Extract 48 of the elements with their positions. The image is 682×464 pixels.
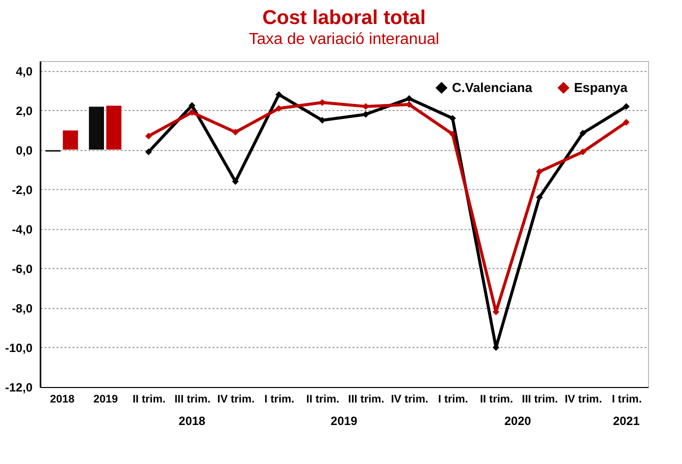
chart-subtitle: Taxa de variació interanual <box>248 31 440 48</box>
point <box>580 148 586 156</box>
text: 2021 <box>612 414 640 428</box>
x-tick-label: IV trim. <box>217 394 255 406</box>
x-tick-label: III trim. <box>174 394 211 406</box>
point <box>362 110 370 118</box>
y-tick-label: 4,0 <box>16 64 33 78</box>
legend-label: Espanya <box>574 80 628 95</box>
y-tick-label: -6,0 <box>12 262 33 276</box>
point <box>188 102 196 109</box>
point <box>188 109 196 116</box>
chart-title: Cost laboral total <box>262 7 426 29</box>
x-tick-label: I trim. <box>264 394 294 406</box>
y-tick-label: -12,0 <box>5 380 33 394</box>
x-tick-label: III trim. <box>348 394 384 406</box>
y-tick-label: -4,0 <box>12 222 33 236</box>
point <box>406 95 412 102</box>
x-tick-label: IV trim. <box>564 394 602 406</box>
x-tick-label: II trim. <box>480 394 514 406</box>
x-tick-label: I trim. <box>438 394 468 406</box>
y-tick-label: -10,0 <box>5 340 33 355</box>
x-tick-label: 2018 <box>50 394 74 406</box>
legend-label: C.Valenciana <box>452 80 533 95</box>
point <box>145 148 152 156</box>
x-tick-label: 2019 <box>93 394 118 406</box>
y-tick-label: -2,0 <box>12 182 33 197</box>
x-tick-label: II trim. <box>132 394 166 406</box>
point <box>449 130 456 138</box>
y-tick-label: 2,0 <box>16 104 33 118</box>
point <box>622 103 630 110</box>
point <box>318 116 326 124</box>
y-tick-label: 0,0 <box>16 143 33 158</box>
text: 2019 <box>330 414 358 428</box>
point <box>232 128 239 136</box>
y-tick-label: -8,0 <box>12 301 33 316</box>
point <box>145 132 152 140</box>
point <box>536 168 543 175</box>
text: 2020 <box>504 414 532 428</box>
point <box>622 118 630 126</box>
x-tick-label: II trim. <box>306 394 340 406</box>
text: 2018 <box>178 414 206 428</box>
point <box>580 130 586 136</box>
point <box>536 194 543 201</box>
point <box>232 178 239 185</box>
point <box>276 91 282 98</box>
x-tick-label: III trim. <box>522 394 558 406</box>
x-tick-label: IV trim. <box>390 394 428 406</box>
x-tick-label: I trim. <box>612 394 642 406</box>
